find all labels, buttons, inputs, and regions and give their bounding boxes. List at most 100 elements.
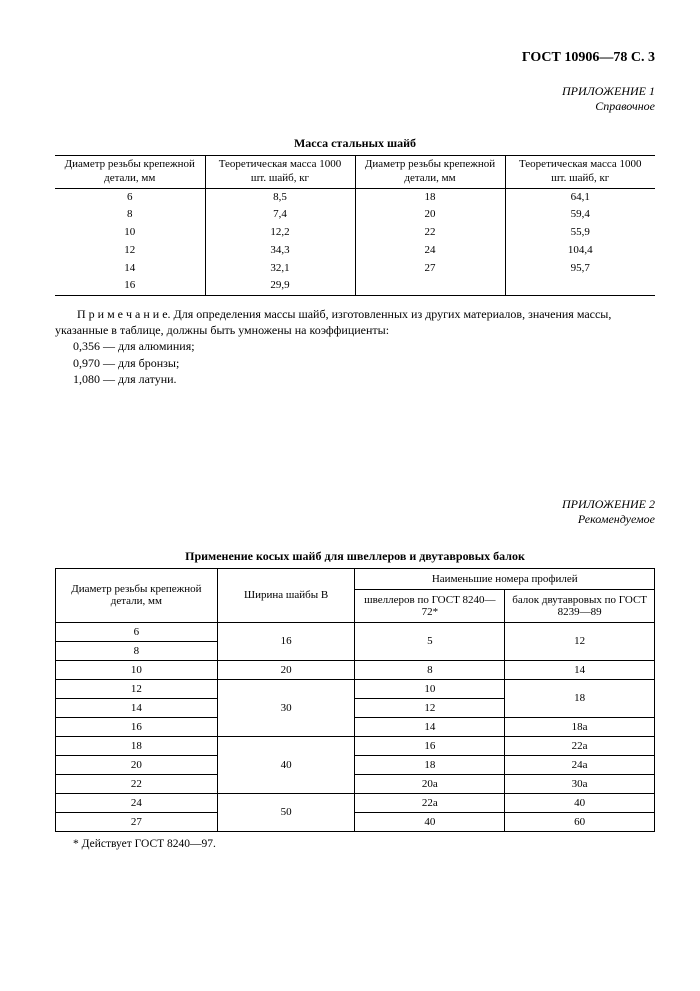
cell: 12 xyxy=(55,242,205,260)
cell: 12,2 xyxy=(205,224,355,242)
cell: 34,3 xyxy=(205,242,355,260)
cell: 12 xyxy=(505,622,655,660)
cell: 10 xyxy=(56,660,218,679)
cell: 30 xyxy=(217,679,355,736)
cell: 104,4 xyxy=(505,242,655,260)
cell: 24 xyxy=(355,242,505,260)
cell: 16 xyxy=(55,277,205,295)
table2-footnote: * Действует ГОСТ 8240—97. xyxy=(55,838,655,850)
table-row: 6 16 5 12 xyxy=(56,622,655,641)
appendix-2-line2: Рекомендуемое xyxy=(55,512,655,527)
cell: 22 xyxy=(56,774,218,793)
cell: 40 xyxy=(355,812,505,831)
cell: 40 xyxy=(217,736,355,793)
table-row: 87,42059,4 xyxy=(55,206,655,224)
cell: 30а xyxy=(505,774,655,793)
table1-col4: Теоретическая масса 1000 шт. шайб, кг xyxy=(505,156,655,189)
table1: Диаметр резьбы крепежной детали, мм Теор… xyxy=(55,155,655,296)
appendix-1-line1: ПРИЛОЖЕНИЕ 1 xyxy=(55,84,655,99)
cell: 16 xyxy=(355,736,505,755)
table-row: 10 20 8 14 xyxy=(56,660,655,679)
cell: 14 xyxy=(355,717,505,736)
appendix-2-line1: ПРИЛОЖЕНИЕ 2 xyxy=(55,497,655,512)
table-row: 27 40 60 xyxy=(56,812,655,831)
cell: 20 xyxy=(56,755,218,774)
cell: 10 xyxy=(55,224,205,242)
label: Ширина шайбы B xyxy=(244,589,328,601)
cell: 22а xyxy=(505,736,655,755)
cell: 12 xyxy=(355,698,505,717)
table2-title: Применение косых шайб для швеллеров и дв… xyxy=(55,549,655,564)
appendix-2-label: ПРИЛОЖЕНИЕ 2 Рекомендуемое xyxy=(55,497,655,527)
table2-col-profiles: Наименьшие номера профилей xyxy=(355,568,655,589)
cell: 22а xyxy=(355,793,505,812)
note-lead: П р и м е ч а н и е. xyxy=(55,307,171,321)
cell xyxy=(505,277,655,295)
table2-col-diam: Диаметр резьбы крепежной детали, мм xyxy=(56,568,218,622)
cell: 8 xyxy=(56,641,218,660)
cell: 14 xyxy=(55,260,205,278)
table1-col1: Диаметр резьбы крепежной детали, мм xyxy=(55,156,205,189)
cell: 20а xyxy=(355,774,505,793)
cell: 16 xyxy=(217,622,355,660)
table-row: 1234,324104,4 xyxy=(55,242,655,260)
table1-title: Масса стальных шайб xyxy=(55,136,655,151)
cell xyxy=(355,277,505,295)
cell: 8 xyxy=(355,660,505,679)
cell: 16 xyxy=(56,717,218,736)
table-row: 1629,9 xyxy=(55,277,655,295)
table-row: 20 18 24а xyxy=(56,755,655,774)
cell: 6 xyxy=(56,622,218,641)
cell: 18 xyxy=(355,188,505,206)
cell: 7,4 xyxy=(205,206,355,224)
table-row: 1432,12795,7 xyxy=(55,260,655,278)
cell: 40 xyxy=(505,793,655,812)
cell: 20 xyxy=(355,206,505,224)
cell: 24 xyxy=(56,793,218,812)
cell: 95,7 xyxy=(505,260,655,278)
cell: 18 xyxy=(505,679,655,717)
table-row: 16 14 18а xyxy=(56,717,655,736)
cell: 27 xyxy=(355,260,505,278)
page-header: ГОСТ 10906—78 С. 3 xyxy=(55,50,655,66)
cell: 14 xyxy=(56,698,218,717)
cell: 18а xyxy=(505,717,655,736)
cell: 10 xyxy=(355,679,505,698)
table1-col3: Диаметр резьбы крепежной детали, мм xyxy=(355,156,505,189)
cell: 20 xyxy=(217,660,355,679)
cell: 8,5 xyxy=(205,188,355,206)
cell: 32,1 xyxy=(205,260,355,278)
note-coef-2: 0,970 — для бронзы; xyxy=(55,355,655,371)
table-row: 22 20а 30а xyxy=(56,774,655,793)
cell: 5 xyxy=(355,622,505,660)
note-coef-1: 0,356 — для алюминия; xyxy=(55,338,655,354)
table1-note: П р и м е ч а н и е. Для определения мас… xyxy=(55,306,655,387)
table-row: 68,51864,1 xyxy=(55,188,655,206)
table1-col2: Теоретическая масса 1000 шт. шайб, кг xyxy=(205,156,355,189)
table-row: 24 50 22а 40 xyxy=(56,793,655,812)
cell: 24а xyxy=(505,755,655,774)
cell: 18 xyxy=(56,736,218,755)
cell: 27 xyxy=(56,812,218,831)
appendix-1-label: ПРИЛОЖЕНИЕ 1 Справочное xyxy=(55,84,655,114)
cell: 14 xyxy=(505,660,655,679)
cell: 18 xyxy=(355,755,505,774)
table2-col-shvel: швеллеров по ГОСТ 8240—72* xyxy=(355,589,505,622)
cell: 6 xyxy=(55,188,205,206)
cell: 8 xyxy=(55,206,205,224)
cell: 22 xyxy=(355,224,505,242)
table2-col-dvut: балок двутавровых по ГОСТ 8239—89 xyxy=(505,589,655,622)
table-row: 12 30 10 18 xyxy=(56,679,655,698)
table-row: 1012,22255,9 xyxy=(55,224,655,242)
cell: 29,9 xyxy=(205,277,355,295)
cell: 64,1 xyxy=(505,188,655,206)
cell: 12 xyxy=(56,679,218,698)
table-row: 18 40 16 22а xyxy=(56,736,655,755)
appendix-1-line2: Справочное xyxy=(55,99,655,114)
cell: 50 xyxy=(217,793,355,831)
table2-col-width: Ширина шайбы B xyxy=(217,568,355,622)
cell: 60 xyxy=(505,812,655,831)
table2: Диаметр резьбы крепежной детали, мм Шири… xyxy=(55,568,655,832)
cell: 55,9 xyxy=(505,224,655,242)
cell: 59,4 xyxy=(505,206,655,224)
